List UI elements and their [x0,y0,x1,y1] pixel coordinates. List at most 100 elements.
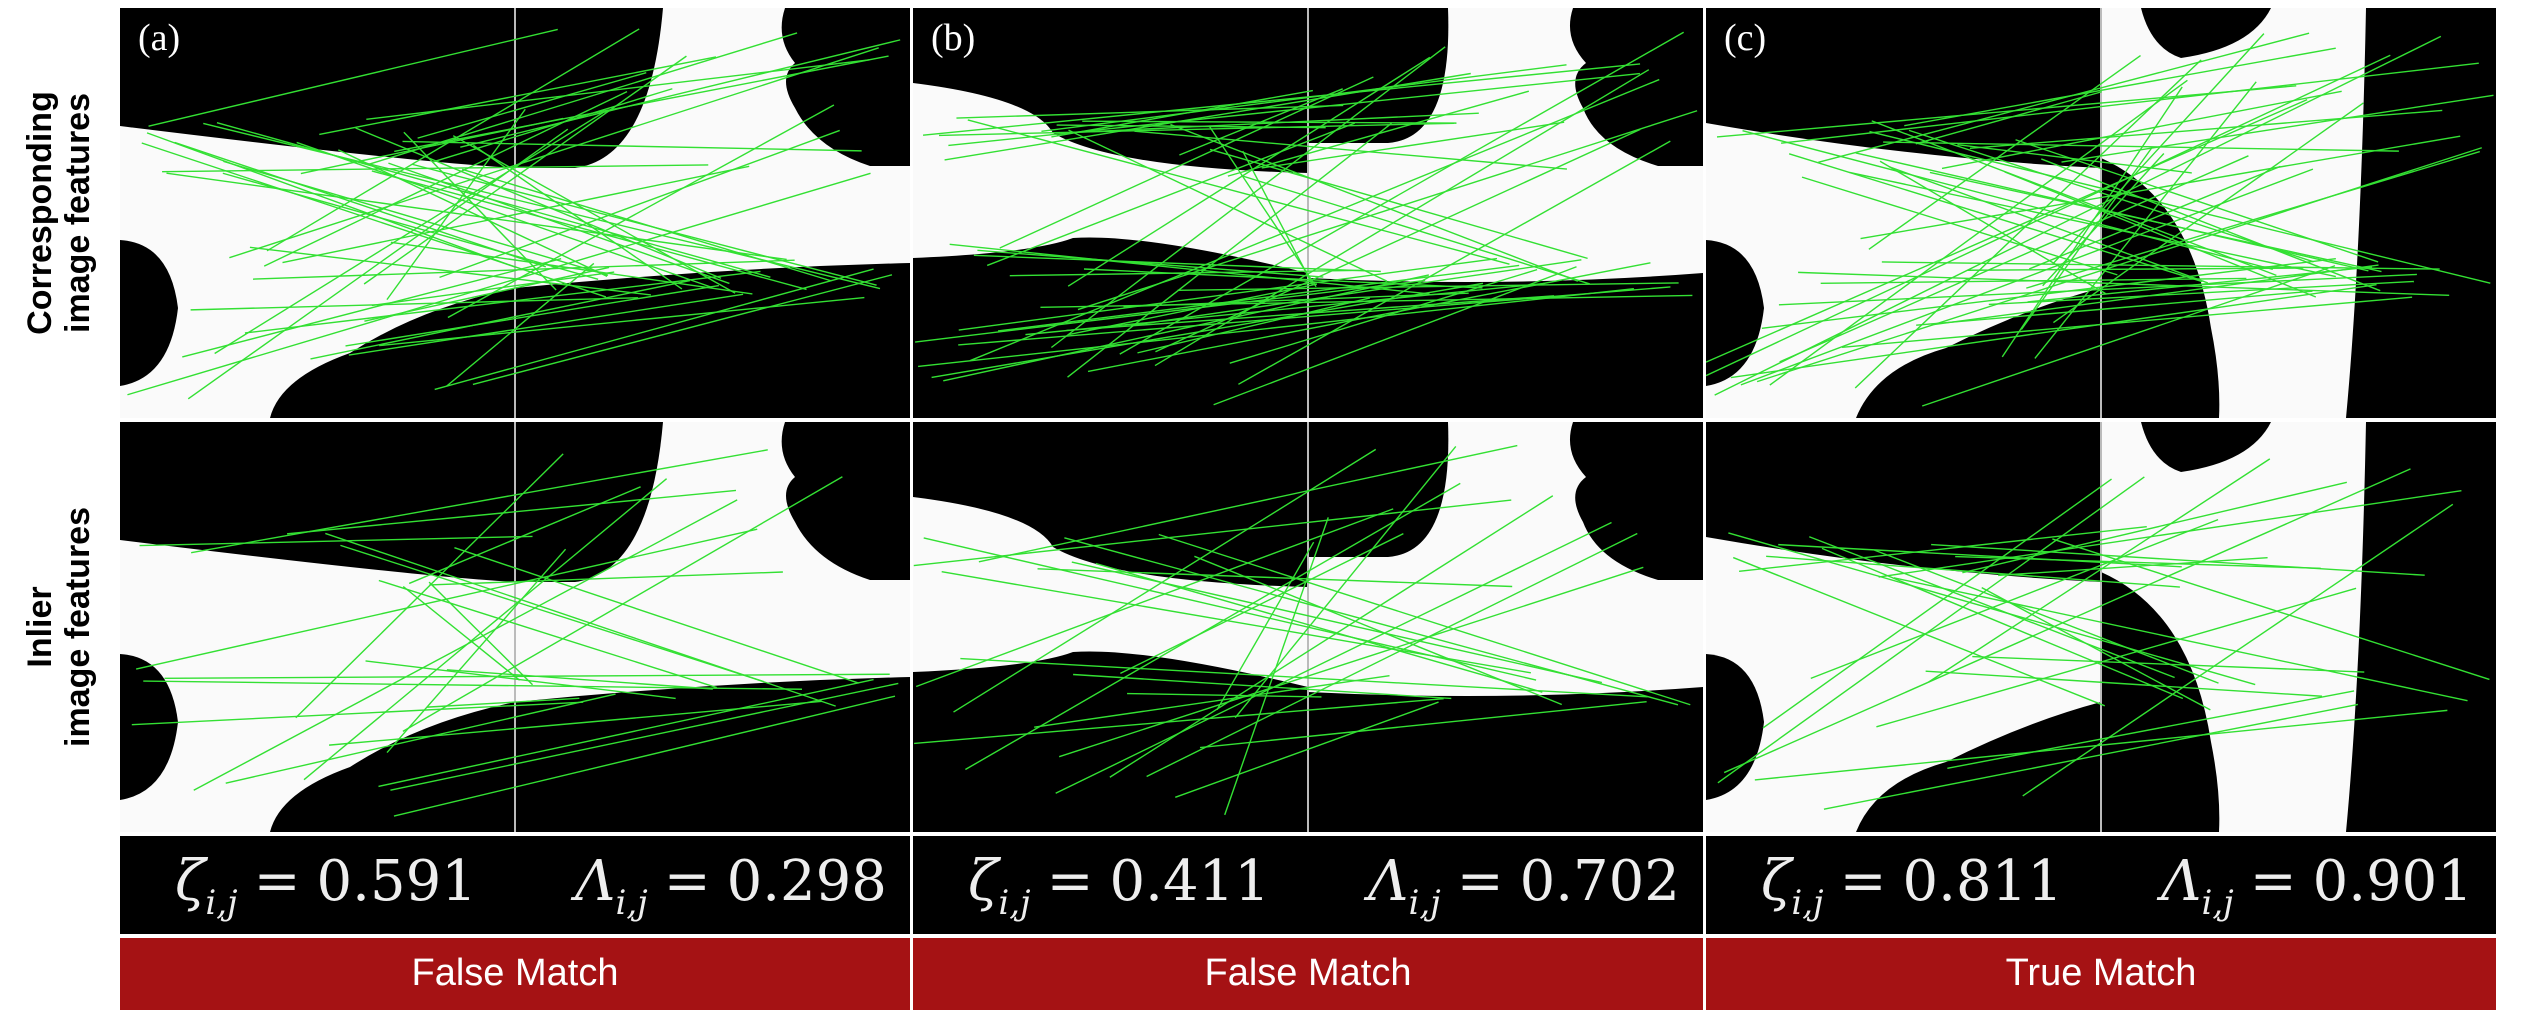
feature-match [472,274,893,386]
feature-match [2004,171,2317,298]
feature-match [214,112,604,355]
feature-match [1821,547,2184,700]
feature-match [386,108,526,301]
feature-match [1723,468,2411,774]
feature-match [1227,90,1530,177]
silhouette [1569,8,1703,166]
feature-match [371,271,615,307]
row-label: image features [59,93,97,333]
feature-match [164,673,890,679]
result-bar [1706,938,2496,1010]
feature-match [1781,62,2479,144]
feature-match [1739,525,2147,573]
feature-match [325,532,836,707]
feature-match [1067,122,1392,378]
silhouette [2346,422,2496,832]
feature-match [1854,59,2202,389]
metric: ζi,j = 0.411 [968,849,1270,923]
feature-match [1137,297,1371,354]
metric-relation: = [1840,849,1887,914]
feature-match [1916,290,2313,326]
silhouette [120,422,515,582]
feature-match [355,127,722,279]
silhouette [515,422,663,582]
feature-match [1071,112,1479,134]
feature-match [1801,176,2118,276]
feature-match [1261,121,1565,169]
feature-match [1068,129,1388,282]
feature-match [223,160,609,276]
feature-match [1073,673,1452,700]
silhouette [120,654,178,800]
feature-match [1082,120,1457,124]
feature-match [319,56,717,136]
metric-value: 0.411 [1110,849,1270,914]
feature-match [461,168,832,282]
feature-match [1155,128,1641,353]
feature-match [1742,130,2273,271]
feature-match [1809,536,2175,679]
silhouette [515,677,910,832]
image-pair: (c) [1706,8,2496,418]
metric: Λi,j = 0.298 [570,849,887,923]
feature-match [1034,674,1390,728]
metric-relation: = [254,849,301,914]
feature-match [1925,670,2323,697]
feature-match [1213,266,1577,406]
feature-match [1893,577,2468,702]
feature-match [1841,296,2413,348]
feature-match [244,270,761,334]
silhouette [913,422,1308,587]
image-pair [120,422,910,832]
feature-match [1109,495,1554,778]
metric-symbol: Λ [570,849,615,914]
feature-match [439,129,840,279]
feature-match [918,288,1634,368]
silhouette [781,422,910,580]
result-bar [913,938,1703,1010]
metric-subscript: i,j [1408,883,1441,923]
feature-match [139,535,533,547]
feature-match [303,478,668,781]
metric-symbol: ζ [175,849,209,914]
metric-subscript: i,j [998,883,1031,923]
metric-subscript: i,j [205,883,238,923]
feature-match [337,149,608,277]
silhouette [1308,273,1703,418]
feature-match [191,449,768,554]
feature-match [460,39,901,148]
metric-subscript: i,j [615,883,648,923]
row-label: Corresponding [21,91,59,335]
feature-match [1732,556,2106,707]
feature-match [1849,171,2336,278]
row-label: image features [59,507,97,747]
feature-match [1728,532,2256,686]
silhouette [2141,8,2271,58]
feature-match [1058,566,1644,758]
feature-match [1998,556,2268,577]
feature-match [300,117,564,175]
feature-match [1064,537,1679,706]
feature-match [141,142,607,298]
feature-match [1754,709,2448,781]
feature-match [1209,148,1588,260]
feature-match [390,682,899,791]
silhouette [120,8,515,168]
feature-match [931,282,1484,379]
silhouette [1308,8,1449,143]
feature-match [1170,123,1579,282]
silhouette [1569,422,1703,580]
metric-relation: = [2250,849,2297,914]
feature-match [1056,124,1326,129]
feature-match [1119,31,1685,355]
feature-match [378,579,717,689]
feature-match [1131,259,1582,327]
feature-match [127,172,871,396]
feature-match [958,257,1498,331]
image-pair [913,422,1703,832]
right-image [1308,8,1703,418]
silhouette [913,8,1308,173]
metric-value: 0.811 [1903,849,2063,914]
feature-match [1823,703,2359,810]
metric-value: 0.591 [317,849,477,914]
